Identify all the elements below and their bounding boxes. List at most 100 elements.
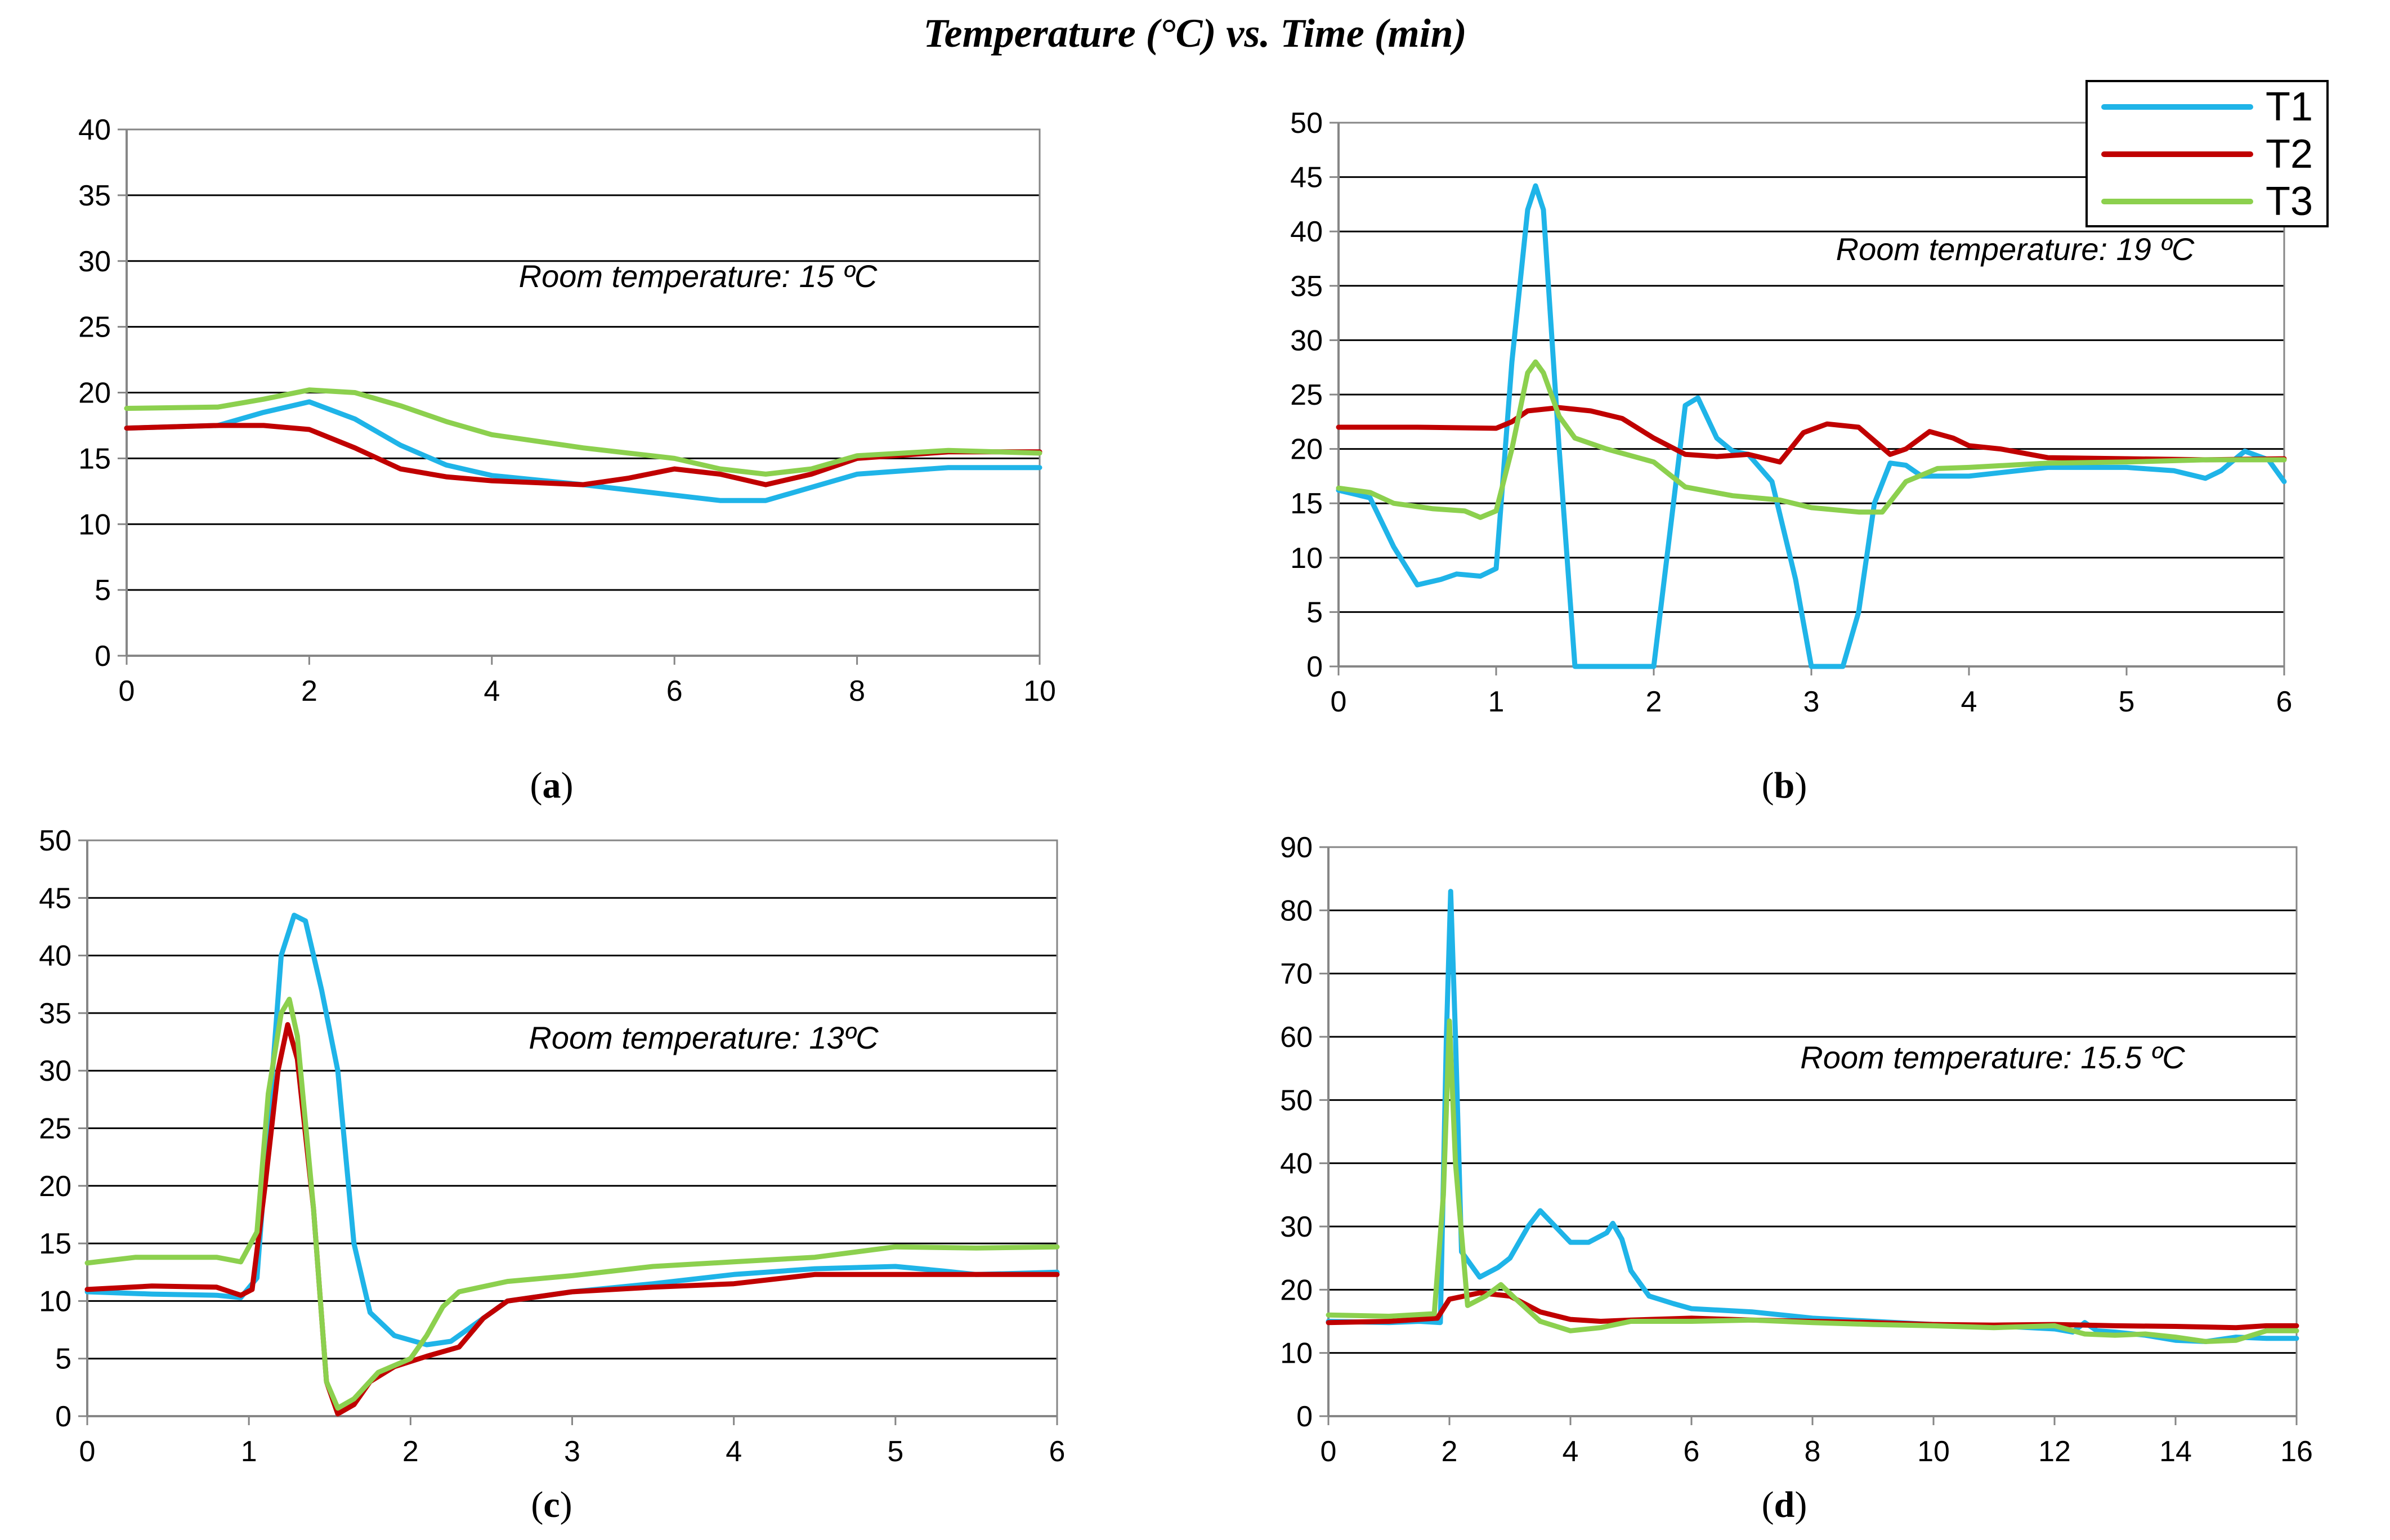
x-tick-label: 2	[301, 675, 317, 708]
x-tick-label: 2	[1646, 686, 1662, 718]
x-tick-label: 3	[1803, 686, 1820, 718]
caption-c: (c)	[531, 1484, 572, 1525]
y-tick-label: 10	[1280, 1337, 1313, 1370]
series-line-t3	[1336, 359, 2287, 520]
series-line-t1	[1336, 183, 2287, 669]
y-tick-label: 45	[1290, 162, 1323, 194]
room-temperature-annotation: Room temperature: 13ºC	[529, 1020, 879, 1055]
series-line-t2	[124, 423, 1042, 487]
y-tick-label: 15	[1290, 487, 1323, 520]
series-line-t2	[84, 1022, 1060, 1417]
legend-label-t3: T3	[2266, 179, 2313, 224]
x-tick-label: 5	[2119, 686, 2135, 718]
caption-a-letter: a	[542, 765, 561, 806]
x-tick-label: 6	[666, 675, 683, 708]
x-tick-label: 5	[887, 1435, 903, 1468]
room-temperature-annotation: Room temperature: 15 ºC	[519, 258, 878, 294]
x-tick-label: 10	[1023, 675, 1056, 708]
x-tick-label: 0	[1321, 1435, 1337, 1468]
x-tick-label: 14	[2159, 1435, 2192, 1468]
y-tick-label: 20	[1290, 433, 1323, 466]
caption-b: (b)	[1761, 765, 1807, 806]
plot-area-frame	[1327, 846, 2298, 1417]
y-tick-label: 35	[1290, 270, 1323, 303]
x-tick-label: 0	[79, 1435, 96, 1468]
y-tick-label: 25	[39, 1113, 71, 1145]
y-tick-label: 35	[78, 180, 111, 212]
legend-label-t2: T2	[2266, 132, 2313, 177]
x-tick-label: 4	[1563, 1435, 1579, 1468]
room-temperature-annotation: Room temperature: 19 ºC	[1836, 231, 2195, 267]
y-tick-label: 40	[1290, 216, 1323, 248]
y-tick-label: 30	[1280, 1211, 1313, 1243]
y-tick-label: 5	[1306, 596, 1323, 629]
caption-d: (d)	[1761, 1484, 1807, 1525]
x-tick-label: 8	[849, 675, 865, 708]
y-tick-label: 20	[78, 377, 111, 410]
y-tick-label: 30	[78, 245, 111, 278]
x-tick-label: 8	[1805, 1435, 1821, 1468]
x-tick-label: 4	[1961, 686, 1977, 718]
series-line-t2	[1336, 405, 2287, 465]
x-tick-label: 3	[564, 1435, 580, 1468]
panel-d-chart: 0 10 20 30 40 50 60 70 80 90 0 2 4 6 8 10 12 14 16 Room tem…	[1280, 831, 2313, 1468]
x-tick-label: 12	[2038, 1435, 2071, 1468]
x-tick-label: 1	[1488, 686, 1505, 718]
y-tick-label: 35	[39, 997, 71, 1030]
panel-a-chart: 0 5 10 15 20 25 30 35 40 0 2 4 6 8 10 Room temperature:…	[78, 114, 1056, 708]
y-tick-label: 10	[39, 1285, 71, 1318]
room-temperature-annotation: Room temperature: 15.5 ºC	[1800, 1040, 2185, 1075]
series-line-t3	[84, 996, 1060, 1411]
x-tick-label: 16	[2280, 1435, 2313, 1468]
y-tick-label: 40	[78, 114, 111, 146]
caption-d-letter: d	[1774, 1484, 1795, 1525]
y-tick-label: 70	[1280, 958, 1313, 991]
x-tick-label: 0	[1331, 686, 1347, 718]
y-tick-label: 5	[95, 574, 111, 607]
x-tick-label: 10	[1917, 1435, 1950, 1468]
y-tick-label: 0	[55, 1400, 71, 1433]
y-tick-label: 5	[55, 1343, 71, 1376]
y-tick-label: 10	[1290, 542, 1323, 575]
series-line-t1	[84, 912, 1060, 1348]
y-tick-label: 0	[95, 640, 111, 673]
x-tick-label: 4	[726, 1435, 742, 1468]
y-tick-label: 80	[1280, 894, 1313, 927]
y-tick-label: 10	[78, 508, 111, 541]
x-tick-label: 4	[484, 675, 500, 708]
x-tick-label: 6	[1049, 1435, 1066, 1468]
y-tick-label: 0	[1296, 1400, 1313, 1433]
caption-a: (a)	[530, 765, 574, 806]
x-tick-label: 2	[1442, 1435, 1458, 1468]
y-tick-label: 50	[1280, 1084, 1313, 1117]
x-tick-label: 0	[119, 675, 135, 708]
x-tick-label: 1	[241, 1435, 257, 1468]
y-tick-label: 25	[1290, 379, 1323, 411]
y-tick-label: 20	[39, 1170, 71, 1203]
y-tick-label: 45	[39, 882, 71, 915]
y-tick-label: 30	[39, 1055, 71, 1087]
y-tick-label: 60	[1280, 1021, 1313, 1054]
y-tick-label: 90	[1280, 831, 1313, 864]
caption-b-letter: b	[1774, 765, 1795, 806]
x-tick-label: 2	[402, 1435, 419, 1468]
series-line-t3	[1326, 1018, 2299, 1344]
caption-c-letter: c	[543, 1484, 560, 1525]
y-tick-label: 50	[39, 825, 71, 857]
x-tick-label: 6	[1684, 1435, 1700, 1468]
series-line-t1	[1326, 889, 2299, 1344]
y-tick-label: 0	[1306, 651, 1323, 683]
y-tick-label: 25	[78, 311, 111, 344]
y-tick-label: 15	[39, 1228, 71, 1260]
y-tick-label: 15	[78, 442, 111, 475]
figure-title: Temperature (°C) vs. Time (min)	[923, 11, 1467, 56]
y-tick-label: 30	[1290, 324, 1323, 357]
y-tick-label: 20	[1280, 1274, 1313, 1306]
legend-label-t1: T1	[2266, 84, 2313, 129]
series-line-t3	[124, 387, 1042, 477]
series-line-t1	[124, 399, 1042, 503]
y-tick-label: 40	[1280, 1148, 1313, 1180]
